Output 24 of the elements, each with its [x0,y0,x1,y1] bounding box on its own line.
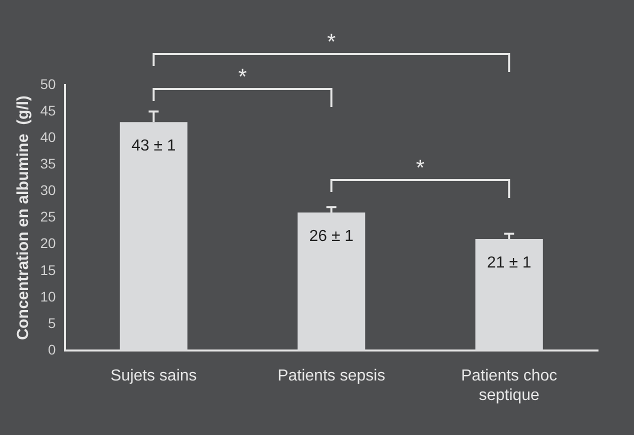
y-tick-label: 0 [48,341,56,358]
data-label: 26 ± 1 [309,228,354,245]
bar [298,212,366,351]
x-tick-label: Sujets sains [110,368,197,385]
x-tick-label: Patients sepsis [278,368,386,385]
data-label: 21 ± 1 [486,254,532,272]
data-label: 43 ± 1 [131,138,176,155]
y-tick-label: 25 [40,208,56,225]
y-axis-title: Concentration en albumine (g/l) [15,96,32,340]
y-tick-label: 35 [40,156,56,172]
y-tick-label: 30 [40,182,56,198]
y-tick-label: 10 [40,288,56,304]
y-tick-label: 40 [40,128,56,145]
y-tick-label: 20 [40,235,56,252]
x-tick-label: Patients choc septique [461,368,558,404]
annotation: * [238,64,248,89]
y-tick-label: 45 [40,102,56,118]
y-tick-label: 15 [40,262,56,278]
text: * [327,29,336,54]
bar [120,122,188,351]
y-tick-label: 5 [48,314,56,331]
annotation: * [416,155,425,180]
bar [475,239,543,351]
y-tick-label: 50 [40,76,56,92]
